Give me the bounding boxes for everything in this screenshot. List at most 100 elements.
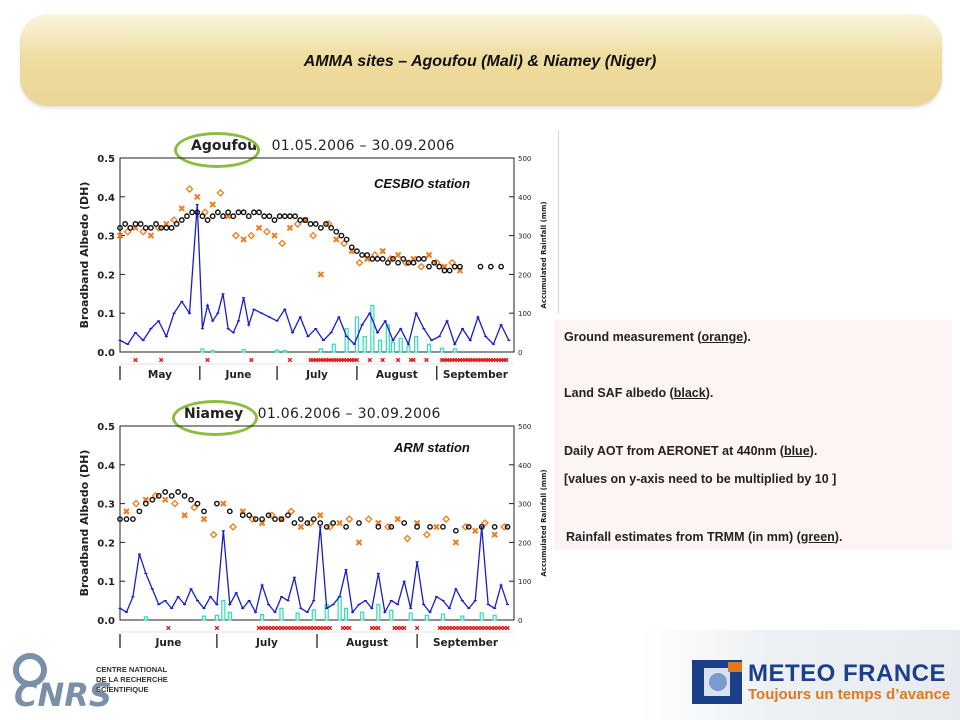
rain-bar — [389, 609, 394, 621]
rain-bar — [440, 613, 446, 621]
albedo-chart-agoufou: 0.0 0.1 0.2 0.3 0.4 0.5 0 100 200 300 400 500 Broadb… — [78, 154, 548, 381]
y-axis-label: Broadband Albedo (DH) — [78, 182, 91, 329]
site-highlight-ring — [174, 132, 260, 168]
month-label: June — [154, 637, 181, 649]
landsaf-point — [388, 523, 395, 530]
y2-tick-label: 300 — [518, 233, 531, 241]
ground-point — [442, 515, 451, 524]
landsaf-point — [175, 489, 182, 495]
albedo-chart-niamey: 0.0 0.1 0.2 0.3 0.4 0.5 0 100 200 300 400 500 Broadb… — [78, 422, 548, 649]
y-tick-label: 0.4 — [97, 461, 115, 472]
y-axis-label: Broadband Albedo (DH) — [78, 450, 91, 597]
ground-point — [267, 511, 276, 520]
landsaf-point — [343, 523, 349, 530]
y2-tick-label: 500 — [518, 155, 531, 163]
rain-bar — [201, 615, 207, 621]
missing-day-marker — [414, 625, 420, 631]
landsaf-point — [181, 492, 188, 499]
ground-point — [178, 205, 186, 212]
landsaf-point — [323, 523, 330, 530]
landsaf-point — [122, 221, 129, 227]
rain-bar — [370, 304, 375, 353]
landsaf-point — [304, 520, 311, 526]
rain-bar — [311, 609, 316, 621]
meteo-france-tagline: Toujours un temps d’avance — [748, 686, 951, 703]
missing-day-marker — [347, 625, 352, 631]
rain-bar — [439, 347, 444, 353]
month-label: August — [376, 369, 418, 381]
aot-series-line — [119, 526, 509, 615]
landsaf-point — [400, 255, 407, 262]
legend-row-rain: Rainfall estimates from TRMM (in mm) (gr… — [566, 530, 843, 544]
ground-point — [190, 503, 199, 512]
landsaf-point — [478, 523, 485, 530]
landsaf-point — [272, 516, 278, 523]
ground-point — [340, 239, 348, 248]
rain-bar — [143, 616, 148, 621]
cnrs-line-2: DE LA RECHERCHE — [96, 675, 168, 684]
chart-agoufou: Agoufou 01.05.2006 – 30.09.2006 CESBIO s… — [76, 132, 548, 381]
station-label: CESBIO station — [374, 176, 471, 191]
landsaf-point — [136, 508, 143, 515]
landsaf-point — [199, 213, 206, 220]
month-label: September — [443, 369, 509, 381]
landsaf-point — [465, 523, 472, 530]
ground-point — [481, 519, 489, 527]
landsaf-point — [168, 224, 175, 231]
y-tick-label: 0.2 — [97, 270, 115, 281]
landsaf-point — [148, 224, 154, 231]
landsaf-point — [498, 263, 505, 270]
ground-point — [336, 519, 343, 527]
missing-day-marker — [401, 625, 407, 631]
ground-point — [162, 496, 169, 503]
landsaf-point — [415, 255, 422, 262]
ground-point — [355, 539, 363, 546]
month-label: July — [305, 369, 328, 381]
landsaf-point — [149, 496, 156, 503]
rain-bar — [344, 328, 349, 353]
ground-point — [271, 232, 278, 239]
landsaf-point — [201, 508, 207, 515]
rain-bar — [200, 348, 205, 353]
ground-point — [247, 231, 256, 240]
cnrs-letters: CNRS — [14, 676, 112, 714]
rain-bar — [390, 341, 396, 353]
rain-bar — [343, 607, 349, 621]
landsaf-point — [259, 516, 265, 523]
ground-point — [355, 258, 364, 267]
y-tick-label: 0.4 — [97, 193, 115, 204]
landsaf-point — [209, 213, 216, 220]
missing-day-marker — [327, 625, 333, 631]
landsaf-point — [330, 520, 337, 526]
rain-bar — [210, 349, 215, 353]
landsaf-point — [256, 209, 262, 216]
rain-bar — [492, 614, 497, 621]
rain-bar — [377, 339, 383, 353]
ground-point — [220, 500, 227, 507]
landsaf-point — [436, 263, 443, 270]
ground-point — [500, 522, 509, 531]
landsaf-point — [333, 228, 340, 235]
ground-point — [194, 193, 201, 201]
rain-bar — [337, 596, 342, 621]
y2-tick-label: 200 — [518, 271, 531, 279]
ground-point — [325, 522, 334, 531]
cnrs-line-1: CENTRE NATIONAL — [96, 665, 168, 674]
ground-point — [139, 227, 148, 236]
cnrs-logo: CNRS CENTRE NATIONAL DE LA RECHERCHE SCI… — [13, 653, 168, 714]
landsaf-point — [285, 512, 291, 519]
landsaf-point — [354, 248, 360, 255]
landsaf-point — [266, 213, 273, 220]
rain-bar — [479, 612, 484, 621]
landsaf-point — [369, 255, 376, 262]
legend-panel: Ground measurement (orange). Land SAF al… — [554, 320, 952, 550]
y2-tick-label: 200 — [518, 539, 531, 547]
landsaf-point — [405, 259, 412, 266]
landsaf-point — [364, 252, 371, 258]
landsaf-point — [374, 255, 381, 262]
landsaf-point — [225, 209, 232, 216]
landsaf-point — [297, 516, 304, 523]
missing-day-marker — [158, 357, 164, 363]
ground-point — [248, 515, 257, 524]
ground-point — [452, 539, 460, 546]
